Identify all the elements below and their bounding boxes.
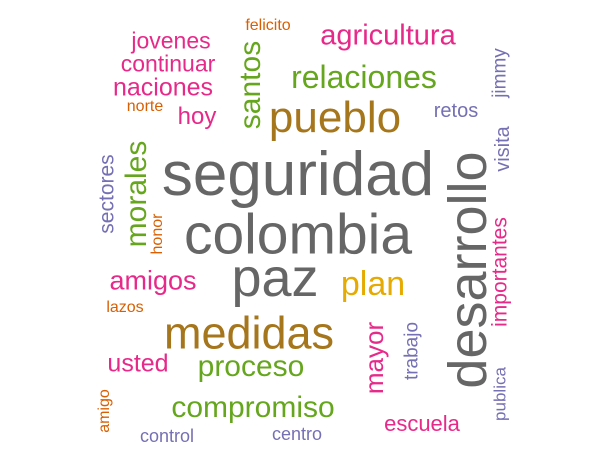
word-control: control [139,426,195,446]
word-honor: honor [149,213,166,255]
word-naciones: naciones [112,73,214,102]
word-plan: plan [340,265,406,303]
word-amigo: amigo [96,389,113,433]
word-colombia: colombia [183,202,413,267]
word-proceso: proceso [197,350,305,383]
word-jimmy: jimmy [489,48,511,98]
word-publica: publica [490,367,510,421]
word-agricultura: agricultura [320,19,456,52]
word-hoy: hoy [177,103,217,130]
word-lazos: lazos [106,299,144,316]
word-jovenes: jovenes [131,27,211,54]
word-escuela: escuela [384,411,460,436]
word-pueblo: pueblo [268,93,402,142]
word-sectores: sectores [95,154,119,234]
word-retos: retos [433,100,479,122]
word-desarrollo: desarrollo [438,151,498,389]
word-morales: morales [120,140,153,248]
word-continuar: continuar [120,50,216,77]
word-centro: centro [271,424,323,444]
word-importantes: importantes [488,217,512,327]
word-usted: usted [107,349,169,378]
word-medidas: medidas [163,307,335,359]
word-mayor: mayor [359,321,389,395]
word-trabajo: trabajo [401,321,423,381]
word-santos: santos [234,40,267,130]
word-compromiso: compromiso [171,391,335,424]
word-norte: norte [126,98,164,115]
word-amigos: amigos [109,265,197,296]
word-visita: visita [492,126,514,172]
word-paz: paz [231,248,319,308]
word-felicito: felicito [245,17,291,34]
word-relaciones: relaciones [291,59,437,95]
word-seguridad: seguridad [161,140,435,209]
